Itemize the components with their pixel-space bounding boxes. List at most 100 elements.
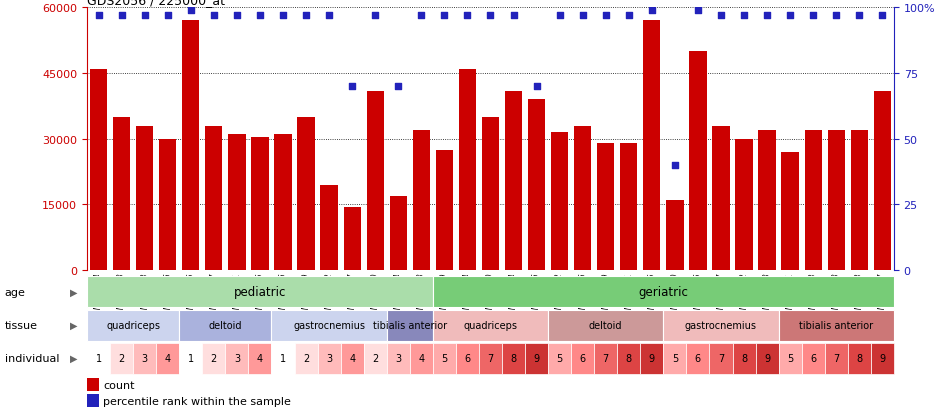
Bar <box>459 69 476 271</box>
Bar <box>274 135 292 271</box>
Text: ▶: ▶ <box>70 353 78 363</box>
Point <box>138 13 153 19</box>
Text: 6: 6 <box>811 353 816 363</box>
Bar <box>226 343 248 374</box>
Bar <box>712 126 730 271</box>
Bar <box>525 343 548 374</box>
Bar <box>594 343 617 374</box>
Point <box>713 13 728 19</box>
Bar <box>364 343 387 374</box>
Text: gastrocnemius: gastrocnemius <box>685 320 757 330</box>
Bar <box>621 144 637 271</box>
Bar <box>505 91 522 271</box>
Bar <box>617 343 640 374</box>
Bar <box>87 343 110 374</box>
Bar <box>136 126 154 271</box>
Point <box>206 13 221 19</box>
Bar <box>410 343 432 374</box>
Text: percentile rank within the sample: percentile rank within the sample <box>103 396 291 406</box>
Bar <box>548 310 664 341</box>
Bar <box>413 131 430 271</box>
Bar <box>317 343 341 374</box>
Bar <box>298 118 314 271</box>
Bar <box>482 118 499 271</box>
Text: 2: 2 <box>119 353 124 363</box>
Text: 9: 9 <box>534 353 540 363</box>
Text: 3: 3 <box>326 353 332 363</box>
Bar <box>90 69 108 271</box>
Bar <box>202 343 226 374</box>
Bar <box>183 21 199 271</box>
Bar <box>736 140 753 271</box>
Text: 7: 7 <box>603 353 608 363</box>
Text: 6: 6 <box>695 353 701 363</box>
Text: deltoid: deltoid <box>589 320 622 330</box>
Text: 9: 9 <box>649 353 655 363</box>
Bar <box>873 91 891 271</box>
Point <box>344 83 359 90</box>
Bar <box>709 343 733 374</box>
Text: 4: 4 <box>349 353 356 363</box>
Text: 6: 6 <box>464 353 471 363</box>
Bar <box>205 126 223 271</box>
Bar <box>228 135 245 271</box>
Text: 3: 3 <box>141 353 148 363</box>
Text: 9: 9 <box>764 353 770 363</box>
Point <box>828 13 843 19</box>
Point <box>806 13 821 19</box>
Bar <box>825 343 848 374</box>
Bar <box>432 310 548 341</box>
Point <box>852 13 867 19</box>
Text: GDS2056 / 225000_at: GDS2056 / 225000_at <box>87 0 225 7</box>
Text: tissue: tissue <box>5 320 37 330</box>
Point <box>691 7 706 14</box>
Bar <box>271 310 387 341</box>
Bar <box>643 21 661 271</box>
Text: 7: 7 <box>833 353 840 363</box>
Bar <box>367 91 384 271</box>
Bar <box>295 343 317 374</box>
Text: ▶: ▶ <box>70 287 78 297</box>
Text: 7: 7 <box>718 353 724 363</box>
Bar <box>733 343 755 374</box>
Text: 5: 5 <box>441 353 447 363</box>
Point <box>114 13 129 19</box>
Point <box>667 162 682 169</box>
Text: 1: 1 <box>95 353 102 363</box>
Text: quadriceps: quadriceps <box>106 320 160 330</box>
Bar <box>389 196 407 271</box>
Bar <box>805 131 822 271</box>
Point <box>483 13 498 19</box>
Bar <box>528 100 545 271</box>
Point <box>737 13 752 19</box>
Text: 3: 3 <box>234 353 240 363</box>
Text: 8: 8 <box>741 353 747 363</box>
Point <box>437 13 452 19</box>
Text: deltoid: deltoid <box>209 320 242 330</box>
Point <box>390 83 405 90</box>
Bar <box>251 137 269 271</box>
Bar <box>432 343 456 374</box>
Point <box>644 7 659 14</box>
Point <box>414 13 429 19</box>
Bar <box>782 152 798 271</box>
Bar <box>597 144 614 271</box>
Text: 3: 3 <box>395 353 402 363</box>
Text: 4: 4 <box>256 353 263 363</box>
Point <box>91 13 106 19</box>
Bar <box>87 394 99 407</box>
Bar <box>686 343 709 374</box>
Bar <box>341 343 364 374</box>
Point <box>506 13 521 19</box>
Bar <box>640 343 664 374</box>
Bar <box>180 310 271 341</box>
Text: geriatric: geriatric <box>638 286 688 299</box>
Bar <box>432 277 894 308</box>
Text: 9: 9 <box>879 353 885 363</box>
Bar <box>436 150 453 271</box>
Point <box>160 13 175 19</box>
Bar <box>87 310 180 341</box>
Bar <box>502 343 525 374</box>
Bar <box>779 343 801 374</box>
Text: tibialis anterior: tibialis anterior <box>799 320 873 330</box>
